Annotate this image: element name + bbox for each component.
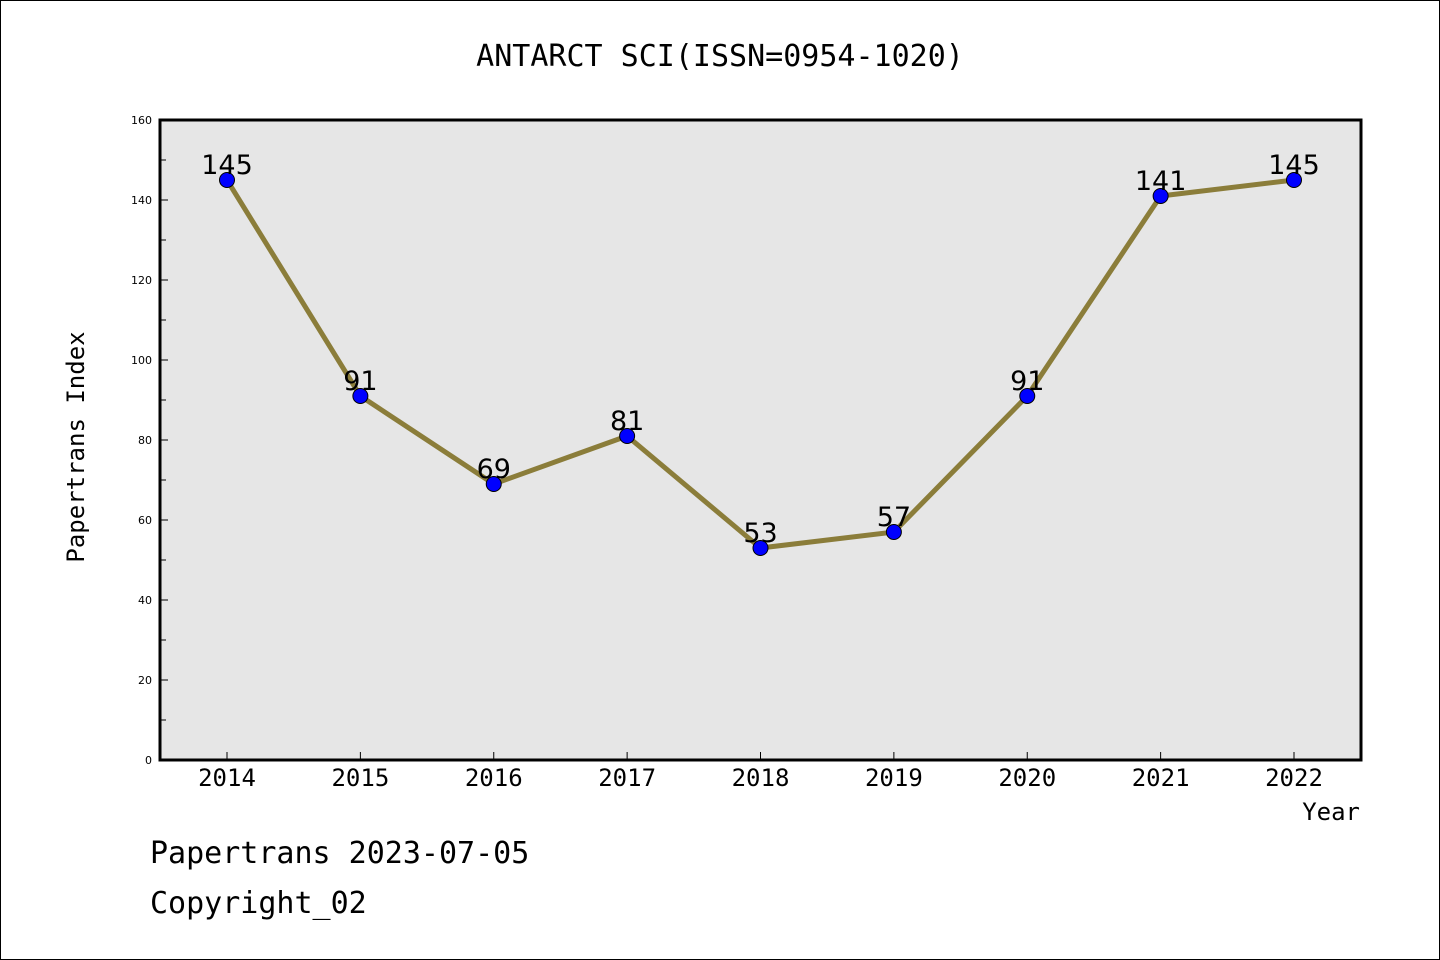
data-point (619, 428, 636, 444)
y-tick-label: 140 (131, 194, 152, 207)
data-label: 53 (743, 518, 777, 549)
footer-date: Papertrans 2023-07-05 (150, 836, 530, 871)
data-label: 141 (1135, 166, 1187, 197)
x-axis-label: Year (1302, 798, 1360, 826)
data-label: 91 (343, 366, 377, 397)
y-tick-label: 80 (138, 434, 152, 447)
data-label: 145 (201, 150, 253, 181)
y-tick-label: 120 (131, 274, 152, 287)
data-point (885, 524, 902, 540)
data-point (1152, 188, 1169, 204)
data-label: 81 (610, 406, 644, 437)
y-tick-label: 40 (138, 594, 152, 607)
y-tick-label: 20 (138, 674, 152, 687)
x-tick-label: 2020 (998, 764, 1056, 792)
y-axis: 0 20 40 60 80 100 120 140 160 (131, 114, 168, 767)
x-tick-label: 2014 (198, 764, 256, 792)
y-tick-label: 100 (131, 354, 152, 367)
series-line: 145 91 69 81 53 57 91 141 145 (201, 150, 1320, 556)
data-point (1286, 172, 1302, 188)
data-point (485, 476, 502, 492)
x-tick-label: 2021 (1132, 764, 1190, 792)
x-tick-label: 2015 (331, 764, 389, 792)
y-axis-label: Papertrans Index (62, 331, 90, 562)
x-tick-label: 2019 (865, 764, 923, 792)
y-tick-label: 0 (145, 754, 152, 767)
data-label: 145 (1268, 150, 1320, 181)
chart-title: ANTARCT SCI(ISSN=0954-1020) (476, 39, 964, 74)
plot-area (160, 120, 1361, 760)
footer-copyright: Copyright_02 (150, 886, 367, 921)
plot-border (158, 118, 1363, 762)
data-label: 57 (877, 502, 911, 533)
x-tick-label: 2016 (465, 764, 523, 792)
y-tick-label: 60 (138, 514, 152, 527)
data-label: 69 (477, 454, 511, 485)
x-tick-label: 2017 (598, 764, 656, 792)
x-tick-label: 2018 (732, 764, 790, 792)
x-axis: 2014 2015 2016 2017 2018 2019 2020 2021 2022 (198, 752, 1323, 792)
data-point (352, 388, 369, 404)
data-label: 91 (1010, 366, 1044, 397)
data-point (1019, 388, 1036, 404)
data-point (219, 172, 235, 188)
y-tick-label: 160 (131, 114, 152, 127)
data-point (752, 540, 769, 556)
x-tick-label: 2022 (1265, 764, 1323, 792)
